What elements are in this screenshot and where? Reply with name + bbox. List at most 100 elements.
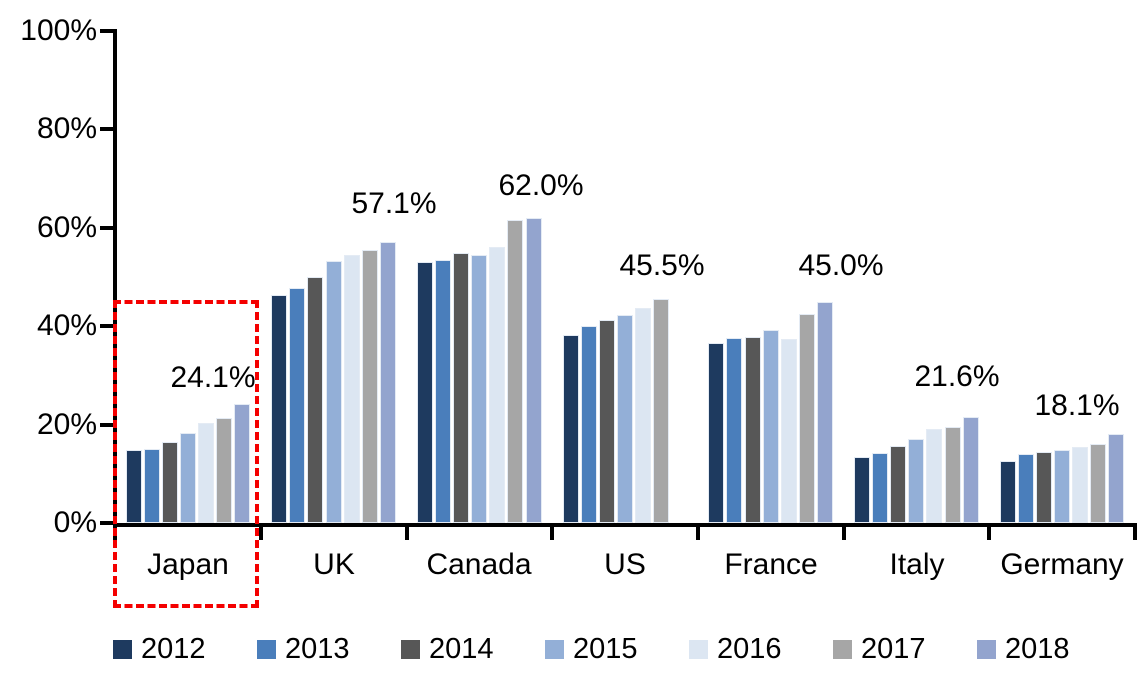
bar-france-2013 — [726, 338, 743, 523]
bar-france-2014 — [744, 337, 761, 523]
bar-us-2016 — [635, 307, 652, 523]
bar-uk-2013 — [289, 287, 306, 523]
bar-italy-2013 — [872, 452, 889, 523]
bar-canada-2012 — [416, 262, 433, 523]
bar-germany-2018 — [1108, 433, 1125, 523]
bar-japan-2017 — [216, 418, 232, 523]
bar-japan-2018 — [234, 404, 251, 523]
bar-canada-2013 — [435, 260, 452, 523]
legend-item-2015: 2015 — [545, 634, 638, 664]
x-axis-label-germany: Germany — [1000, 548, 1124, 581]
bar-canada-2015 — [471, 254, 488, 523]
bar-uk-2012 — [271, 295, 288, 523]
bar-canada-2018 — [525, 217, 542, 523]
bar-uk-2014 — [307, 277, 324, 523]
legend-item-2016: 2016 — [689, 634, 782, 664]
legend-swatch-2014 — [401, 639, 420, 659]
legend-label-2014: 2014 — [429, 633, 494, 665]
bar-france-2012 — [708, 342, 725, 523]
bar-italy-2018 — [962, 416, 979, 523]
bar-italy-2017 — [944, 427, 961, 523]
y-axis-tick-label: 20% — [36, 408, 97, 441]
bar-japan-2012 — [125, 450, 142, 523]
legend-swatch-2013 — [257, 639, 276, 659]
bar-italy-2016 — [926, 428, 943, 523]
legend-swatch-2017 — [833, 639, 852, 659]
x-axis-label-uk: UK — [313, 548, 355, 581]
legend-swatch-2015 — [545, 639, 564, 659]
bar-germany-2014 — [1035, 451, 1052, 523]
x-axis-tick — [259, 523, 263, 540]
legend-label-2012: 2012 — [141, 633, 206, 665]
bar-japan-2015 — [179, 433, 196, 523]
data-label-uk: 57.1% — [351, 187, 437, 220]
highlight-rect-japan — [113, 300, 259, 608]
bar-canada-2017 — [507, 220, 524, 523]
x-axis-tick — [696, 523, 700, 540]
bar-uk-2015 — [325, 260, 342, 523]
bar-us-2015 — [616, 314, 633, 523]
bar-uk-2017 — [361, 249, 378, 523]
bar-us-2012 — [562, 334, 579, 523]
legend-label-2013: 2013 — [285, 633, 350, 665]
x-axis-label-france: France — [724, 548, 818, 581]
data-label-us: 45.5% — [619, 249, 705, 282]
bar-canada-2014 — [453, 253, 470, 523]
bar-germany-2017 — [1090, 443, 1107, 523]
bar-italy-2014 — [890, 446, 907, 523]
y-axis-tick — [100, 29, 115, 33]
x-axis-label-canada: Canada — [426, 548, 532, 581]
bar-japan-2014 — [161, 441, 178, 523]
y-axis-tick-label: 0% — [53, 506, 97, 539]
x-axis-tick — [405, 523, 409, 540]
x-axis-tick — [842, 523, 846, 540]
bar-japan-2016 — [197, 423, 214, 523]
bar-france-2018 — [816, 301, 833, 523]
y-axis-tick — [100, 127, 115, 131]
bar-germany-2015 — [1054, 450, 1071, 523]
y-axis-tick-label: 100% — [20, 14, 97, 47]
legend-swatch-2016 — [689, 639, 708, 659]
legend-item-2017: 2017 — [833, 634, 926, 664]
bar-us-2014 — [598, 319, 615, 523]
y-axis-line — [113, 29, 117, 527]
y-axis-tick-label: 40% — [36, 309, 97, 342]
x-axis-label-italy: Italy — [889, 548, 945, 581]
bar-france-2016 — [780, 338, 797, 523]
data-label-france: 45.0% — [798, 249, 884, 282]
bar-france-2017 — [798, 314, 815, 523]
x-axis-label-japan: Japan — [147, 548, 229, 581]
x-axis-label-us: US — [604, 548, 646, 581]
legend-label-2017: 2017 — [861, 633, 926, 665]
data-label-italy: 21.6% — [914, 360, 1000, 393]
x-axis-line — [113, 523, 1137, 527]
x-axis-tick — [1133, 523, 1137, 540]
data-label-canada: 62.0% — [498, 169, 584, 202]
bar-us-2013 — [580, 325, 597, 523]
bar-us-2017 — [653, 299, 670, 523]
y-axis-tick-label: 80% — [36, 112, 97, 145]
y-axis-tick — [100, 226, 115, 230]
bar-uk-2018 — [379, 242, 396, 523]
y-axis-tick — [100, 521, 115, 525]
y-axis-tick — [100, 423, 115, 427]
x-axis-tick — [987, 523, 991, 540]
y-axis-tick-label: 60% — [36, 211, 97, 244]
legend-item-2018: 2018 — [977, 634, 1070, 664]
bar-germany-2016 — [1072, 447, 1089, 523]
data-label-germany: 18.1% — [1034, 389, 1120, 422]
legend-item-2012: 2012 — [113, 634, 206, 664]
legend-swatch-2012 — [113, 639, 132, 659]
bar-japan-2013 — [143, 449, 160, 523]
legend-label-2016: 2016 — [717, 633, 782, 665]
bar-germany-2013 — [1017, 453, 1034, 523]
bar-italy-2015 — [908, 438, 925, 523]
bar-uk-2016 — [343, 254, 360, 523]
legend-item-2013: 2013 — [257, 634, 350, 664]
bar-germany-2012 — [999, 460, 1016, 523]
bar-france-2015 — [762, 329, 779, 523]
legend-item-2014: 2014 — [401, 634, 494, 664]
x-axis-tick — [550, 523, 554, 540]
bar-italy-2012 — [854, 456, 871, 523]
